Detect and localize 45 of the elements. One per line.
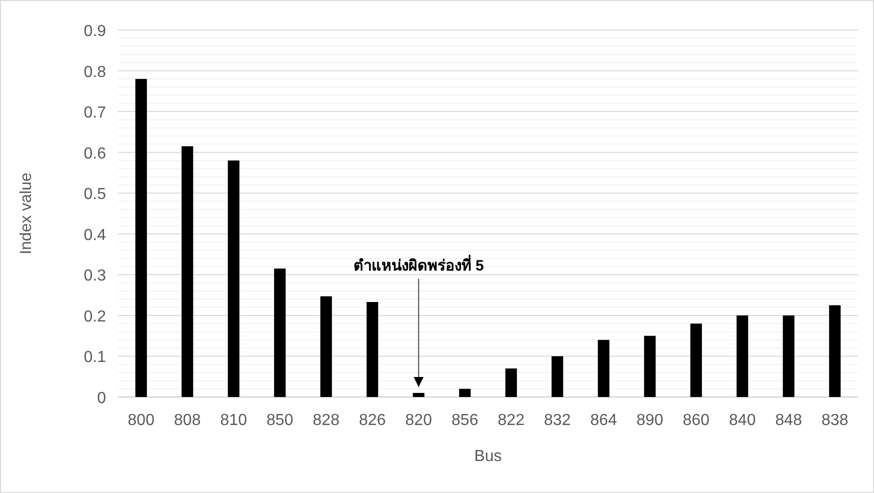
bar (829, 305, 841, 397)
x-tick-label: 860 (682, 412, 710, 429)
bar (782, 315, 794, 397)
bar (228, 160, 240, 397)
y-tick-label: 0.7 (84, 104, 106, 122)
x-tick-label: 840 (729, 412, 756, 429)
x-tick-label: 832 (544, 412, 571, 429)
y-tick-label: 0.8 (84, 64, 106, 81)
x-tick-label: 848 (775, 412, 802, 429)
y-tick-label: 0.5 (84, 186, 106, 204)
y-tick-label: 0.1 (84, 349, 106, 366)
bar (135, 78, 147, 397)
x-tick-label: 890 (636, 412, 664, 429)
bar (598, 340, 610, 397)
x-tick-label: 800 (128, 412, 155, 429)
bar (736, 315, 748, 397)
x-tick-label: 808 (174, 412, 201, 429)
x-tick-label: 820 (405, 412, 432, 429)
bar (274, 268, 286, 397)
x-axis-title: Bus (474, 448, 502, 465)
y-tick-label: 0.4 (84, 226, 106, 244)
y-tick-label: 0.9 (84, 23, 106, 40)
x-tick-label: 826 (359, 412, 386, 429)
x-tick-label: 856 (452, 412, 478, 429)
bar (182, 146, 194, 397)
x-tick-label: 850 (266, 412, 294, 429)
bar (459, 388, 471, 397)
x-tick-label: 838 (822, 412, 848, 429)
annotation: ตำแหน่งผิดพร่องที่ 5 (353, 254, 484, 275)
x-tick-label: 822 (498, 412, 525, 429)
bar (552, 356, 564, 397)
y-tick-label: 0 (97, 390, 106, 407)
bar (320, 296, 332, 397)
y-tick-label: 0.2 (84, 308, 106, 326)
bar (412, 392, 424, 397)
bar (366, 302, 378, 397)
y-tick-label: 0.3 (84, 268, 106, 285)
bar (644, 336, 656, 397)
y-axis-title: Index value (18, 172, 35, 254)
x-tick-label: 864 (590, 412, 618, 429)
y-tick-label: 0.6 (84, 145, 106, 162)
x-tick-label: 828 (312, 412, 340, 429)
bar (505, 368, 517, 397)
bar (690, 324, 702, 397)
x-tick-label: 810 (220, 412, 248, 429)
